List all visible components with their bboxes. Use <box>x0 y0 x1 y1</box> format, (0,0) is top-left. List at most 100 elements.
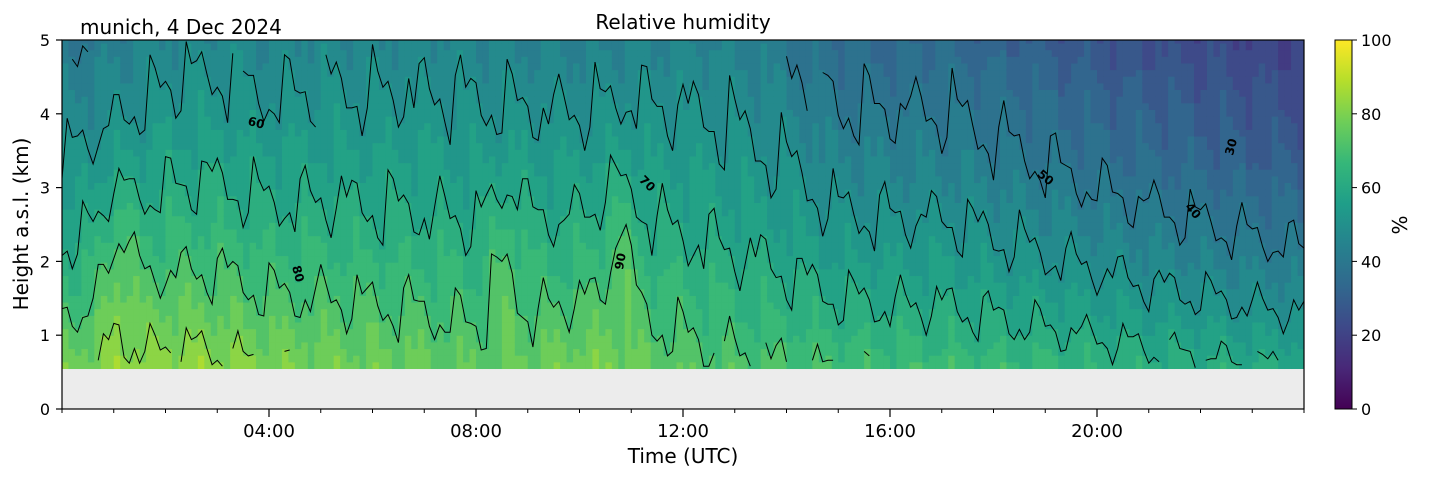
heatmap-cell <box>353 149 361 157</box>
heatmap-cell <box>592 335 600 343</box>
heatmap-cell <box>165 209 173 217</box>
heatmap-cell <box>702 215 710 223</box>
heatmap-cell <box>411 182 419 190</box>
heatmap-cell <box>553 155 561 164</box>
heatmap-cell <box>74 42 83 51</box>
heatmap-cell <box>437 155 445 164</box>
heatmap-cell <box>463 155 471 164</box>
heatmap-cell <box>521 96 529 104</box>
heatmap-cell <box>301 89 309 97</box>
heatmap-cell <box>62 155 70 164</box>
heatmap-cell <box>159 275 167 283</box>
heatmap-cell <box>62 288 70 296</box>
heatmap-cell <box>120 182 128 190</box>
heatmap-cell <box>256 69 264 77</box>
heatmap-cell <box>152 288 160 296</box>
heatmap-cell <box>573 142 581 150</box>
heatmap-cell <box>547 248 555 257</box>
heatmap-cell <box>592 169 600 177</box>
heatmap-cell <box>482 169 490 177</box>
heatmap-cell <box>663 42 671 51</box>
heatmap-cell <box>152 162 160 170</box>
heatmap-cell <box>359 82 367 91</box>
heatmap-cell <box>411 328 419 336</box>
heatmap-cell <box>100 335 108 343</box>
heatmap-cell <box>411 175 419 184</box>
heatmap-cell <box>327 102 335 110</box>
heatmap-cell <box>404 202 412 210</box>
heatmap-cell <box>670 42 678 51</box>
heatmap-cell <box>184 116 192 124</box>
heatmap-cell <box>100 162 108 170</box>
heatmap-cell <box>534 328 542 336</box>
heatmap-cell <box>269 135 277 144</box>
heatmap-cell <box>94 102 102 110</box>
heatmap-cell <box>327 142 335 150</box>
heatmap-cell <box>230 96 238 104</box>
heatmap-cell <box>269 182 277 190</box>
heatmap-cell <box>197 135 205 144</box>
heatmap-cell <box>159 282 167 290</box>
heatmap-cell <box>385 49 393 57</box>
heatmap-cell <box>120 315 128 323</box>
heatmap-cell <box>320 155 328 164</box>
heatmap-cell <box>314 255 322 263</box>
heatmap-cell <box>62 228 70 237</box>
chart-title: Relative humidity <box>595 10 770 34</box>
heatmap-cell <box>372 215 380 223</box>
heatmap-cell <box>340 49 348 57</box>
heatmap-cell <box>94 40 102 44</box>
heatmap-cell <box>307 315 315 323</box>
heatmap-cell <box>74 129 83 137</box>
heatmap-cell <box>269 96 277 104</box>
heatmap-cell <box>398 308 406 316</box>
heatmap-cell <box>81 40 89 44</box>
heatmap-cell <box>294 209 302 217</box>
heatmap-cell <box>695 56 704 64</box>
heatmap-cell <box>204 202 212 210</box>
heatmap-cell <box>676 56 684 64</box>
heatmap-cell <box>463 182 471 190</box>
heatmap-cell <box>107 40 115 44</box>
heatmap-cell <box>81 315 89 323</box>
heatmap-cell <box>139 341 147 350</box>
heatmap-cell <box>139 175 147 184</box>
heatmap-cell <box>644 348 652 356</box>
heatmap-cell <box>204 301 212 310</box>
heatmap-cell <box>281 62 290 71</box>
heatmap-cell <box>618 315 626 323</box>
heatmap-cell <box>585 142 594 150</box>
heatmap-cell <box>424 56 432 64</box>
heatmap-cell <box>346 202 354 210</box>
heatmap-cell <box>333 315 341 323</box>
heatmap-cell <box>146 49 154 57</box>
heatmap-cell <box>663 328 671 336</box>
heatmap-cell <box>210 335 218 343</box>
heatmap-cell <box>566 315 574 323</box>
heatmap-cell <box>340 62 348 71</box>
heatmap-cell <box>184 182 192 190</box>
heatmap-cell <box>120 56 128 64</box>
heatmap-cell <box>463 235 471 243</box>
heatmap-cell <box>650 222 658 230</box>
heatmap-cell <box>301 82 309 91</box>
heatmap-cell <box>120 202 128 210</box>
heatmap-cell <box>611 275 619 283</box>
heatmap-cell <box>585 209 594 217</box>
heatmap-cell <box>592 262 600 270</box>
heatmap-cell <box>230 288 238 296</box>
heatmap-cell <box>618 301 626 310</box>
site-label: munich, 4 Dec 2024 <box>80 15 282 39</box>
heatmap-cell <box>288 62 296 71</box>
heatmap-cell <box>120 282 128 290</box>
heatmap-cell <box>191 308 199 316</box>
heatmap-cell <box>398 40 406 44</box>
heatmap-cell <box>378 56 387 64</box>
heatmap-cell <box>560 109 568 117</box>
heatmap-cell <box>573 315 581 323</box>
heatmap-cell <box>527 315 535 323</box>
heatmap-cell <box>126 56 134 64</box>
heatmap-cell <box>340 202 348 210</box>
heatmap-cell <box>372 149 380 157</box>
heatmap-cell <box>294 109 302 117</box>
